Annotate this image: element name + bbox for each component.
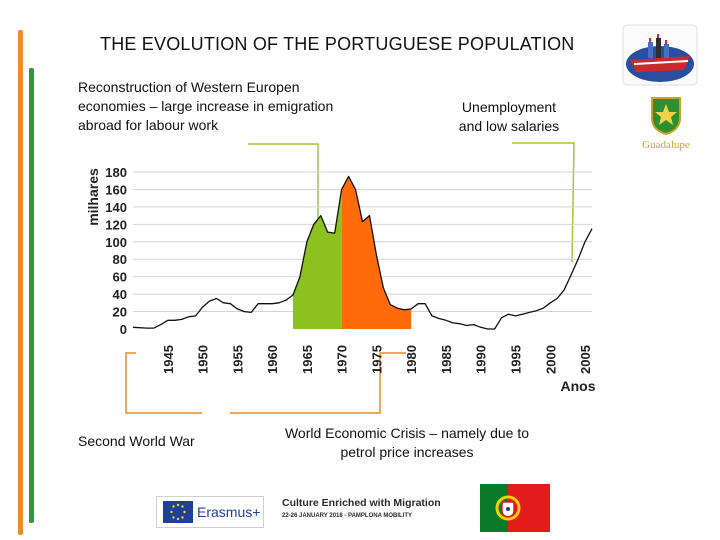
erasmus-label: Erasmus+	[197, 504, 261, 520]
highlight-areas	[292, 176, 412, 329]
x-tick-label: 1985	[439, 345, 454, 374]
left-accent-bar-orange	[18, 30, 23, 535]
eu-flag-icon	[163, 501, 193, 523]
unemployment-bracket	[512, 142, 575, 263]
annotation-brackets	[125, 142, 575, 414]
x-axis-label: Anos	[561, 378, 596, 394]
annotation-reconstruction: Reconstruction of Western Europen econom…	[78, 79, 334, 133]
x-tick-label: 1975	[369, 345, 384, 374]
x-tick-label: 1960	[265, 345, 280, 374]
culture-banner: Culture Enriched with Migration 22-26 JA…	[282, 497, 462, 527]
x-tick-label: 1990	[474, 345, 489, 374]
highlight-area-orange	[341, 176, 412, 329]
x-tick-label: 1945	[161, 345, 176, 374]
guadalupe-emblem-icon	[651, 97, 681, 136]
wwii-bracket	[125, 352, 202, 414]
guadalupe-label: Guadalupe	[642, 139, 690, 151]
annotation-unemployment: Unemployment and low salaries	[458, 99, 560, 134]
x-tick-label: 1995	[509, 345, 524, 374]
annotation-crisis: World Economic Crisis – namely due to pe…	[284, 425, 530, 460]
y-tick-label: 160	[105, 182, 127, 197]
y-tick-label: 0	[120, 322, 127, 337]
annotation-wwii: Second World War	[78, 433, 195, 449]
culture-title: Culture Enriched with Migration	[282, 497, 441, 509]
x-tick-label: 1980	[404, 345, 419, 374]
portugal-flag-icon	[480, 484, 550, 532]
y-axis-label: milhares	[85, 168, 101, 226]
culture-subtitle: 22-26 JANUARY 2018 - PAMPLONA MOBILITY	[282, 513, 413, 519]
y-tick-label: 60	[113, 270, 127, 285]
x-tick-label: 1965	[300, 345, 315, 374]
reconstruction-bracket	[248, 143, 319, 228]
y-tick-label: 20	[113, 305, 127, 320]
x-tick-label: 2000	[543, 345, 558, 374]
guadalupe-logo: Guadalupe	[636, 96, 696, 154]
series-line	[132, 175, 593, 330]
x-tick-labels: 1945 1950 1955 1960 1965 1970 1975 1980 1985 1990…	[161, 345, 593, 374]
x-tick-label: 1970	[335, 345, 350, 374]
erasmus-logo: Erasmus+	[156, 496, 264, 528]
y-tick-label: 120	[105, 217, 127, 232]
x-tick-label: 1950	[196, 345, 211, 374]
x-tick-label: 2005	[578, 345, 593, 374]
y-tick-label: 100	[105, 235, 127, 250]
left-accent-bar-green	[29, 68, 34, 523]
y-tick-label: 180	[105, 165, 127, 180]
y-tick-label: 140	[105, 200, 127, 215]
crisis-bracket	[230, 352, 406, 414]
y-tick-label: 40	[113, 287, 127, 302]
x-tick-label: 1955	[230, 345, 245, 374]
highlight-area-green	[292, 189, 342, 329]
y-tick-labels: 0 20 40 60 80 100 120 140 160 180	[105, 165, 127, 337]
slide-title: THE EVOLUTION OF THE PORTUGUESE POPULATI…	[100, 34, 575, 54]
ship-logo	[622, 24, 698, 86]
y-tick-label: 80	[113, 252, 127, 267]
